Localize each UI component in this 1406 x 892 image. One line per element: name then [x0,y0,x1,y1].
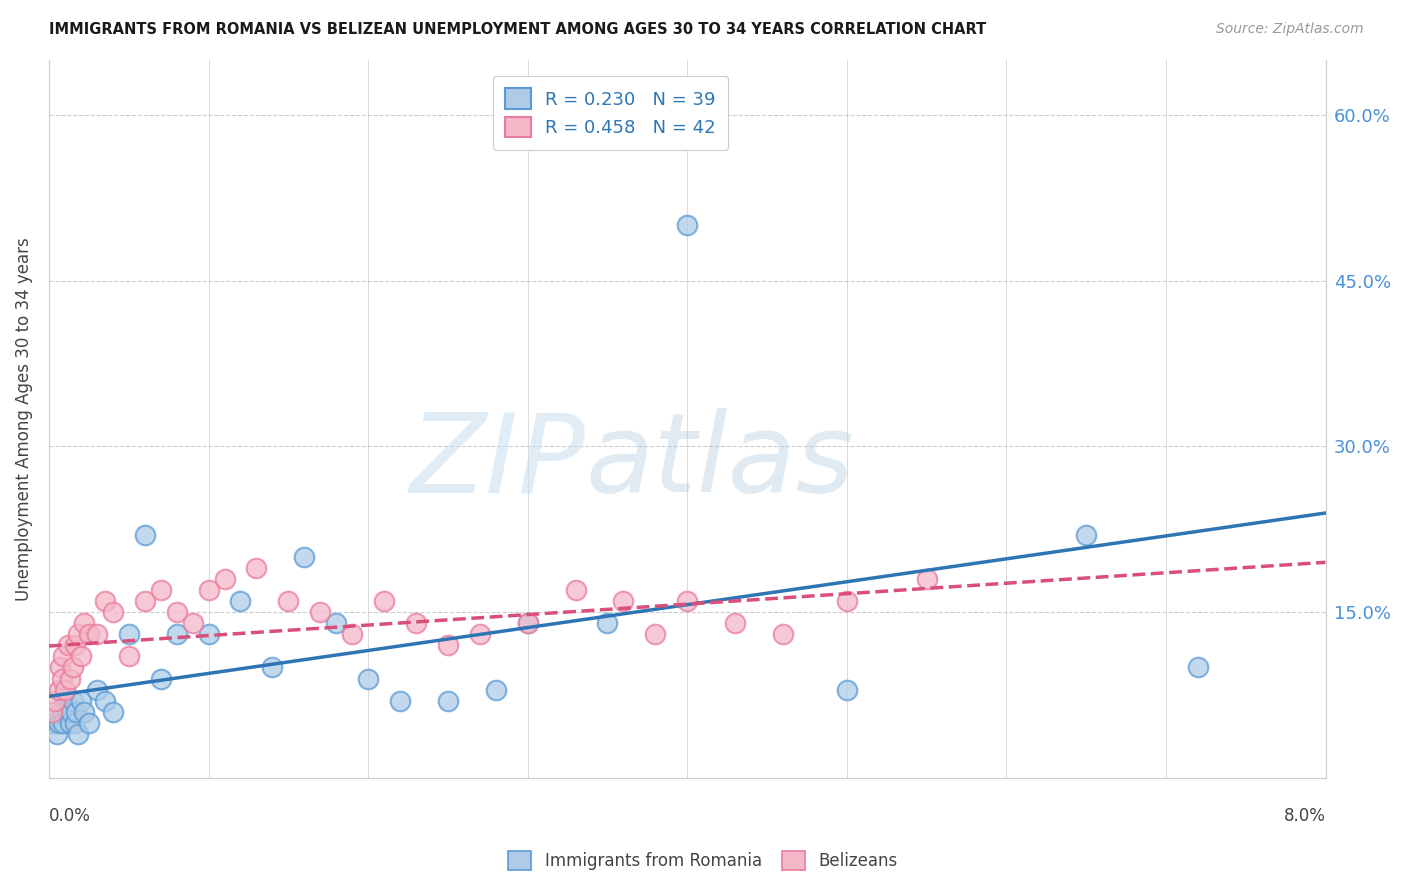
Point [612,594,634,608]
Point [51,672,73,686]
Point [86,682,108,697]
Point [52,715,75,730]
Point [41,715,63,730]
Point [51,705,73,719]
Point [65,705,87,719]
Text: Source: ZipAtlas.com: Source: ZipAtlas.com [1216,22,1364,37]
Point [52,649,75,664]
Point [94,594,117,608]
Point [48,715,70,730]
Point [214,572,236,586]
Point [516,616,538,631]
Point [62,660,84,674]
Point [835,682,858,697]
Point [41,705,63,719]
Point [53,693,76,707]
Point [915,572,938,586]
Point [48,682,70,697]
Point [197,627,219,641]
Point [77,627,100,641]
Point [70,649,93,664]
Point [101,705,124,719]
Point [134,528,156,542]
Point [245,561,267,575]
Point [292,549,315,564]
Point [1187,660,1209,674]
Point [676,219,699,233]
Point [66,627,89,641]
Point [166,627,188,641]
Point [405,616,427,631]
Point [149,583,172,598]
Point [70,693,93,707]
Point [772,627,794,641]
Legend: Immigrants from Romania, Belizeans: Immigrants from Romania, Belizeans [502,844,904,877]
Point [724,616,747,631]
Text: IMMIGRANTS FROM ROMANIA VS BELIZEAN UNEMPLOYMENT AMONG AGES 30 TO 34 YEARS CORRE: IMMIGRANTS FROM ROMANIA VS BELIZEAN UNEM… [49,22,987,37]
Point [118,627,141,641]
Point [77,715,100,730]
Text: ZIP: ZIP [409,409,585,516]
Point [468,627,491,641]
Point [46,727,69,741]
Point [53,682,76,697]
Point [44,705,66,719]
Point [181,616,204,631]
Point [49,660,72,674]
Text: 8.0%: 8.0% [1284,806,1326,825]
Point [86,627,108,641]
Point [644,627,666,641]
Point [56,705,79,719]
Point [676,594,699,608]
Point [340,627,363,641]
Point [1076,528,1098,542]
Point [62,693,84,707]
Point [835,594,858,608]
Point [277,594,299,608]
Point [59,672,82,686]
Point [44,693,66,707]
Point [134,594,156,608]
Point [262,660,284,674]
Point [63,715,86,730]
Point [516,616,538,631]
Point [56,639,79,653]
Text: 0.0%: 0.0% [49,806,91,825]
Point [73,705,96,719]
Point [66,727,89,741]
Y-axis label: Unemployment Among Ages 30 to 34 years: Unemployment Among Ages 30 to 34 years [15,237,32,600]
Point [59,715,82,730]
Point [373,594,395,608]
Point [564,583,586,598]
Point [357,672,380,686]
Point [485,682,508,697]
Point [118,649,141,664]
Point [229,594,252,608]
Point [325,616,347,631]
Point [166,605,188,619]
Point [101,605,124,619]
Point [63,639,86,653]
Point [94,693,117,707]
Point [437,693,460,707]
Text: atlas: atlas [585,409,853,516]
Point [73,616,96,631]
Legend: R = 0.230   N = 39, R = 0.458   N = 42: R = 0.230 N = 39, R = 0.458 N = 42 [494,76,728,150]
Point [596,616,619,631]
Point [309,605,332,619]
Point [437,639,460,653]
Point [389,693,412,707]
Point [149,672,172,686]
Point [60,705,83,719]
Point [197,583,219,598]
